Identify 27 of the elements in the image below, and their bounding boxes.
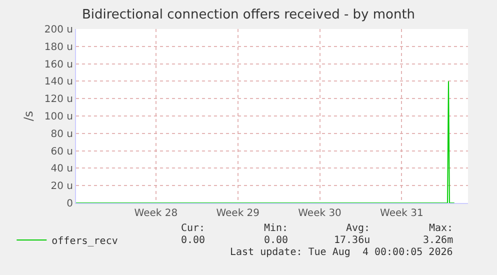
text: 0.00 xyxy=(264,235,288,246)
x-tick-label: Week 28 xyxy=(134,208,178,219)
y-tick-label: 0 xyxy=(66,198,73,210)
x-tick-label: Week 30 xyxy=(298,208,342,219)
x-tick-label: Week 29 xyxy=(216,208,260,219)
y-tick-label: 20 u xyxy=(50,181,73,192)
y-axis-title: /s xyxy=(22,110,36,122)
text: Last update: Tue Aug 4 00:00:05 2026 xyxy=(230,247,453,258)
y-tick-label: 60 u xyxy=(50,146,73,158)
text: Min: xyxy=(264,223,288,234)
text: Max: xyxy=(429,223,454,234)
text: 17.36u xyxy=(334,235,370,246)
y-tick-label: 160 u xyxy=(44,59,73,70)
y-tick-label: 180 u xyxy=(44,42,73,53)
x-tick-label: Week 31 xyxy=(380,208,424,219)
y-tick-label: 200 u xyxy=(44,24,73,36)
chart-title: Bidirectional connection offers received - by month xyxy=(82,8,416,23)
y-tick-label: 120 u xyxy=(44,94,73,106)
legend-label: offers_recv xyxy=(52,236,118,247)
text: Avg: xyxy=(346,223,370,234)
y-tick-label: 40 u xyxy=(50,164,73,175)
text: Cur: xyxy=(181,223,206,234)
text: 3.26m xyxy=(423,235,454,246)
y-tick-label: 100 u xyxy=(44,112,73,122)
text: 0.00 xyxy=(181,235,206,246)
y-tick-label: 80 u xyxy=(50,128,73,140)
y-tick-label: 140 u xyxy=(44,76,73,88)
